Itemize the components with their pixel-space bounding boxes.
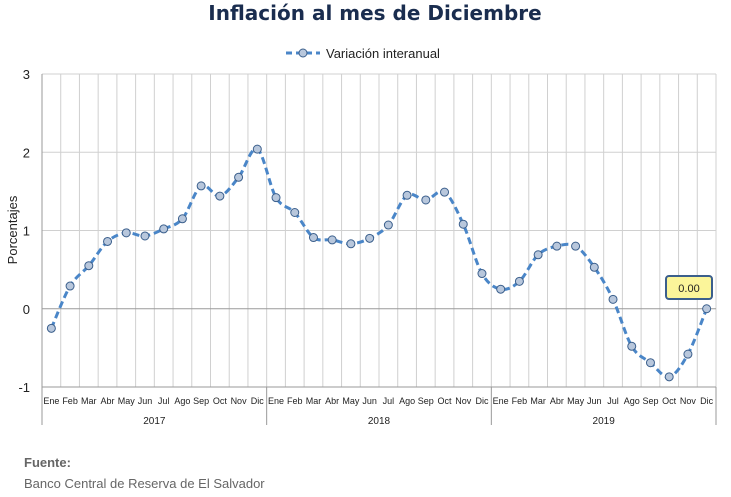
data-point (365, 233, 375, 243)
y-tick-label: 1 (23, 224, 30, 239)
x-axis-ticks: Ene Feb Mar Abr May Jun Jul Ago Sep Oct Nov Dic Ene F… (43, 396, 713, 427)
year-label: 2017 (143, 416, 166, 427)
value-callout: 0.00 (665, 275, 713, 300)
x-tick-label: Ago (399, 396, 415, 406)
data-point (252, 144, 262, 154)
x-tick-label: Dic (251, 396, 264, 406)
data-point (46, 323, 56, 333)
data-point (159, 224, 169, 234)
y-tick-label: 3 (23, 67, 30, 82)
x-tick-label: Oct (662, 396, 677, 406)
data-point (458, 219, 468, 229)
x-tick-label: May (342, 396, 360, 406)
data-point (346, 239, 356, 249)
data-point (533, 250, 543, 260)
data-point (140, 231, 150, 241)
x-tick-label: Oct (438, 396, 453, 406)
data-point (84, 261, 94, 271)
x-tick-label: Feb (512, 396, 528, 406)
x-tick-label: Abr (550, 396, 564, 406)
x-tick-label: May (567, 396, 585, 406)
legend: Variación interanual (286, 46, 440, 61)
axes (41, 74, 717, 425)
data-point (421, 195, 431, 205)
data-point (645, 358, 655, 368)
data-point (215, 191, 225, 201)
chart: Inflación al mes de Diciembre Variación … (5, 1, 717, 427)
chart-title: Inflación al mes de Diciembre (208, 1, 541, 25)
data-point (589, 262, 599, 272)
x-tick-label: Ago (174, 396, 190, 406)
x-tick-label: Ene (268, 396, 284, 406)
data-point (327, 235, 337, 245)
x-tick-label: Ene (43, 396, 59, 406)
data-point (664, 372, 674, 382)
x-tick-label: Feb (62, 396, 78, 406)
data-point (290, 208, 300, 218)
data-point (65, 281, 75, 291)
x-tick-label: Ene (493, 396, 509, 406)
source-note: Fuente: Banco Central de Reserva de El S… (24, 455, 265, 491)
y-axis-label: Porcentajes (5, 195, 20, 264)
source-text: Banco Central de Reserva de El Salvador (24, 476, 265, 491)
x-tick-label: Jul (158, 396, 170, 406)
x-tick-label: Abr (325, 396, 339, 406)
data-point (496, 284, 506, 294)
x-tick-label: Mar (306, 396, 322, 406)
x-tick-label: Mar (81, 396, 97, 406)
x-tick-label: Jul (383, 396, 395, 406)
y-tick-label: -1 (18, 380, 30, 395)
y-tick-label: 0 (23, 302, 30, 317)
y-tick-label: 2 (23, 145, 30, 160)
data-point (608, 294, 618, 304)
x-tick-label: Jun (362, 396, 377, 406)
x-tick-label: Jun (587, 396, 602, 406)
data-point (440, 187, 450, 197)
x-tick-label: May (118, 396, 136, 406)
x-tick-label: Sep (418, 396, 434, 406)
y-axis-ticks: 3 2 1 0 -1 (18, 67, 30, 395)
x-tick-label: Sep (642, 396, 658, 406)
x-tick-label: Mar (530, 396, 546, 406)
data-point (402, 190, 412, 200)
callout-text: 0.00 (678, 283, 699, 295)
x-tick-label: Nov (231, 396, 248, 406)
grid (41, 73, 717, 388)
data-point (702, 304, 712, 314)
data-point (121, 228, 131, 238)
data-point (196, 181, 206, 191)
source-title: Fuente: (24, 455, 71, 470)
x-tick-label: Ago (624, 396, 640, 406)
data-point (571, 241, 581, 251)
data-point (103, 236, 113, 246)
data-point (627, 341, 637, 351)
data-point (177, 214, 187, 224)
x-tick-label: Jun (138, 396, 153, 406)
legend-dot-marker (298, 48, 308, 58)
data-point (383, 220, 393, 230)
x-tick-label: Sep (193, 396, 209, 406)
year-label: 2018 (368, 416, 391, 427)
x-tick-label: Dic (475, 396, 488, 406)
data-point (477, 269, 487, 279)
x-tick-label: Nov (680, 396, 697, 406)
x-tick-label: Abr (101, 396, 115, 406)
data-point (234, 172, 244, 182)
x-tick-label: Oct (213, 396, 228, 406)
x-tick-label: Nov (455, 396, 472, 406)
x-tick-label: Dic (700, 396, 713, 406)
data-point (552, 241, 562, 251)
legend-label: Variación interanual (326, 46, 440, 61)
year-label: 2019 (593, 416, 616, 427)
data-point (308, 233, 318, 243)
data-point (514, 276, 524, 286)
data-point (271, 193, 281, 203)
callout-box (665, 275, 713, 300)
series-variacion-interanual (46, 144, 712, 382)
x-tick-label: Feb (287, 396, 303, 406)
x-tick-label: Jul (607, 396, 619, 406)
data-point (683, 349, 693, 359)
